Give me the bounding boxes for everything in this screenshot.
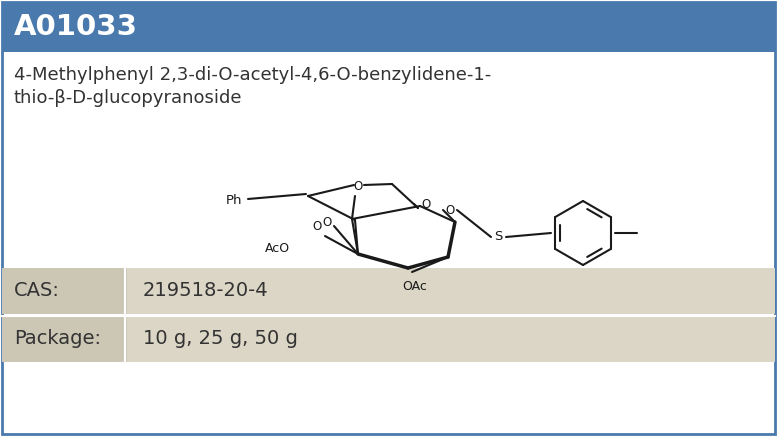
- Text: 219518-20-4: 219518-20-4: [143, 282, 269, 300]
- FancyBboxPatch shape: [127, 316, 775, 362]
- Text: AcO: AcO: [265, 242, 290, 255]
- Text: O: O: [445, 204, 455, 217]
- Text: 10 g, 25 g, 50 g: 10 g, 25 g, 50 g: [143, 330, 298, 348]
- Text: O: O: [354, 181, 363, 194]
- Text: Ph: Ph: [226, 194, 242, 208]
- Text: thio-β-D-glucopyranoside: thio-β-D-glucopyranoside: [14, 89, 242, 107]
- Text: S: S: [494, 231, 502, 243]
- Text: A01033: A01033: [14, 13, 138, 41]
- Text: O: O: [322, 215, 332, 228]
- Text: O: O: [313, 219, 322, 232]
- FancyBboxPatch shape: [2, 268, 127, 314]
- Text: OAc: OAc: [402, 279, 427, 293]
- Text: 4-Methylphenyl 2,3-di-O-acetyl-4,6-O-benzylidene-1-: 4-Methylphenyl 2,3-di-O-acetyl-4,6-O-ben…: [14, 66, 491, 84]
- Text: Package:: Package:: [14, 330, 101, 348]
- FancyBboxPatch shape: [127, 268, 775, 314]
- FancyBboxPatch shape: [2, 2, 775, 52]
- FancyBboxPatch shape: [2, 316, 127, 362]
- Text: O: O: [421, 198, 430, 211]
- Text: CAS:: CAS:: [14, 282, 60, 300]
